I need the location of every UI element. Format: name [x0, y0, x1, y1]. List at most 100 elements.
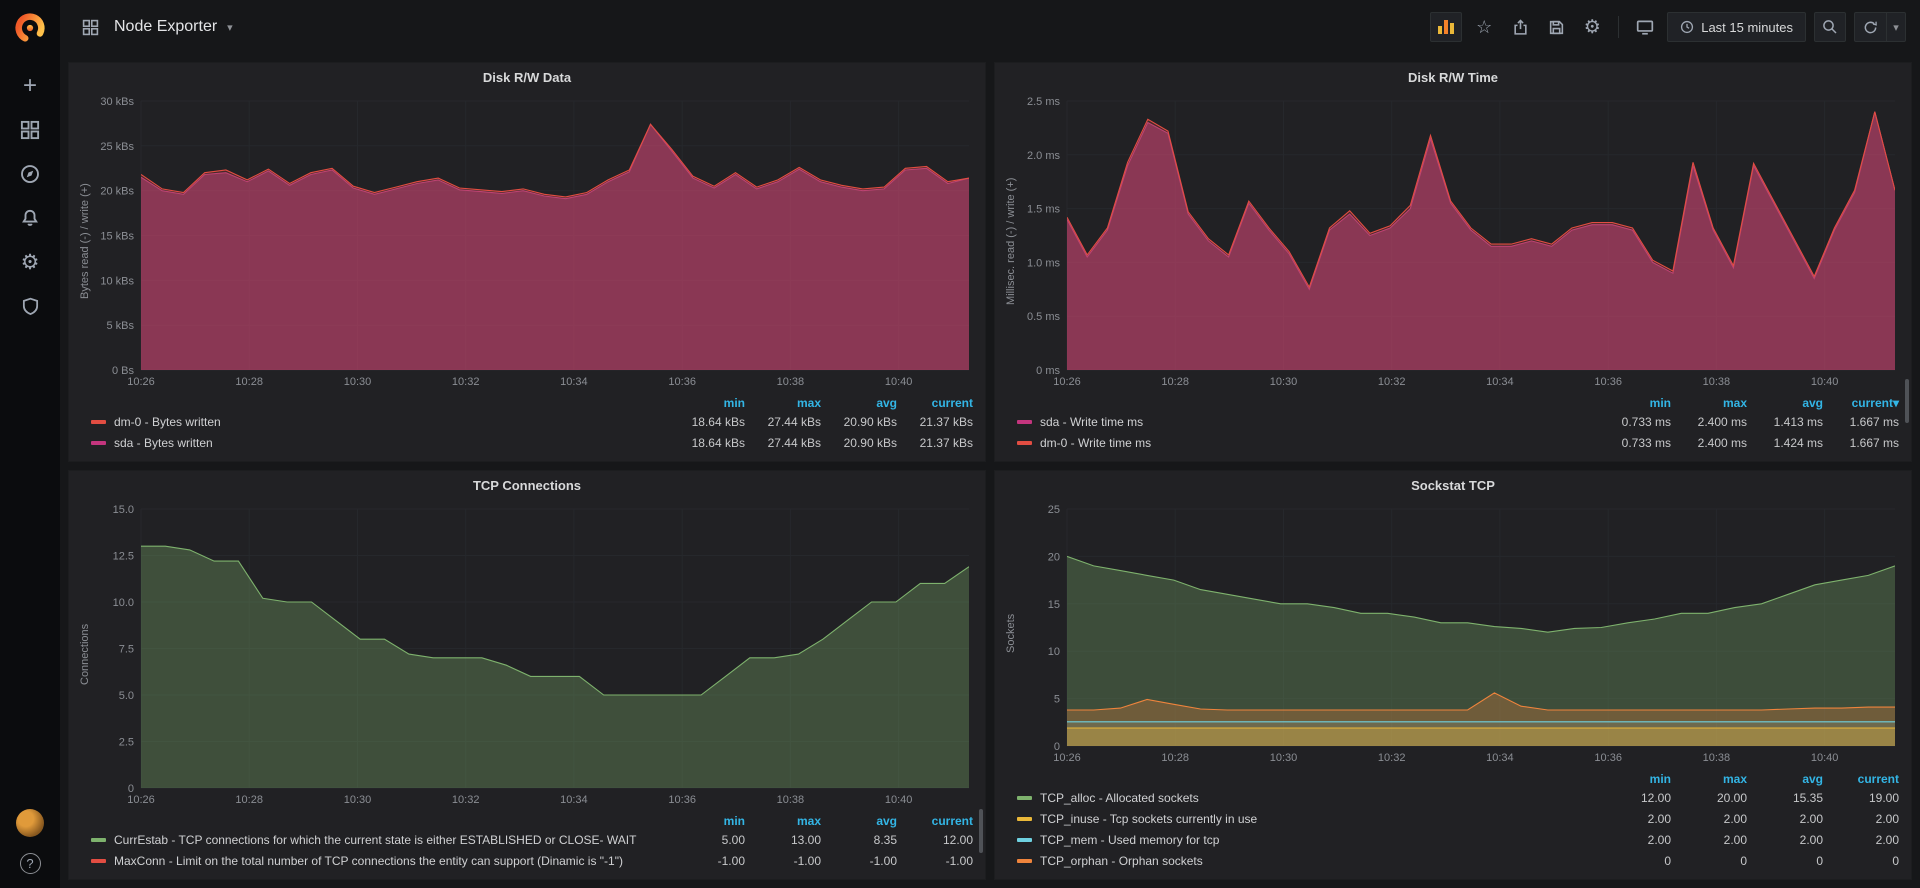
legend-stat-header[interactable]: avg [876, 813, 897, 828]
svg-text:10:34: 10:34 [1486, 752, 1514, 764]
svg-text:1.0 ms: 1.0 ms [1027, 257, 1061, 269]
legend-stat-header[interactable]: min [723, 395, 745, 410]
time-series-graph[interactable]: 0 5 10 15 20 25 10:26 10:28 10:30 10:32 10:34 10:36… [1019, 499, 1905, 768]
dashboard-title-caret-icon[interactable]: ▾ [227, 21, 233, 34]
add-panel-button[interactable] [1430, 12, 1463, 42]
bell-icon [22, 209, 38, 226]
legend-stat-value: 0 [1664, 853, 1671, 868]
legend-stat-header[interactable]: min [1649, 395, 1671, 410]
zoom-out-time-button[interactable] [1814, 12, 1846, 42]
panel-title[interactable]: Disk R/W Data [482, 69, 572, 85]
svg-text:10:36: 10:36 [1594, 752, 1622, 764]
legend-stat-header[interactable]: max [796, 395, 821, 410]
legend-series-swatch-icon[interactable] [1017, 440, 1032, 445]
svg-text:10:40: 10:40 [885, 794, 913, 806]
time-series-graph[interactable]: 0 ms 0.5 ms 1.0 ms 1.5 ms 2.0 ms 2.5 ms 10:26 1… [1019, 91, 1905, 392]
refresh-button[interactable] [1854, 12, 1886, 42]
legend-stat-header[interactable]: max [1722, 771, 1747, 786]
legend-row: MaxConn - Limit on the total number of T… [91, 850, 973, 871]
legend-series-swatch-icon[interactable] [1017, 858, 1032, 863]
refresh-interval-dropdown[interactable]: ▾ [1886, 12, 1906, 42]
svg-text:2.5: 2.5 [119, 737, 134, 749]
share-button[interactable] [1506, 13, 1534, 41]
svg-text:10:26: 10:26 [1053, 752, 1081, 764]
legend-series-swatch-icon[interactable] [91, 858, 106, 863]
legend-stat-value: 8.35 [873, 832, 897, 847]
legend-stat-value: 20.90 kBs [843, 414, 897, 429]
legend-stat-header[interactable]: max [1722, 395, 1747, 410]
svg-text:10:26: 10:26 [127, 376, 155, 388]
dashboard-title[interactable]: Node Exporter [114, 18, 218, 35]
legend-stat-header[interactable]: avg [1802, 771, 1823, 786]
legend-stat-value: 1.667 ms [1849, 414, 1899, 429]
user-avatar[interactable] [16, 809, 44, 837]
legend-stat-header[interactable]: min [1649, 771, 1671, 786]
legend-stat-value: 5.00 [721, 832, 745, 847]
legend-series-label[interactable]: TCP_mem - Used memory for tcp [1040, 832, 1220, 847]
graph-legend: min max avg current CurrEstab - TCP connecti… [77, 810, 979, 875]
legend-stat-header[interactable]: current [1857, 771, 1899, 786]
legend-stat-value: 2.00 [1799, 811, 1823, 826]
legend-row: sda - Write time ms 0.733 ms 2.400 ms 1.413… [1017, 411, 1899, 432]
favorite-button[interactable]: ☆ [1470, 13, 1498, 41]
shield-icon [22, 297, 38, 315]
legend-series-swatch-icon[interactable] [1017, 816, 1032, 821]
help-button[interactable]: ? [19, 853, 41, 874]
svg-text:1.5 ms: 1.5 ms [1027, 204, 1061, 216]
sidebar: + ⚙ [0, 0, 60, 888]
legend-stat-value: 20.00 [1716, 790, 1747, 805]
svg-text:10:38: 10:38 [1703, 376, 1731, 388]
legend-series-label[interactable]: CurrEstab - TCP connections for which th… [114, 832, 637, 847]
time-range-picker[interactable]: Last 15 minutes [1667, 12, 1806, 42]
time-series-graph[interactable]: 0 2.5 5.0 7.5 10.0 12.5 15.0 10:26 10:28 10:30 10:… [93, 499, 979, 810]
panel-title[interactable]: TCP Connections [472, 477, 582, 493]
dashboard-picker-grid-icon[interactable] [76, 13, 104, 41]
legend-series-label[interactable]: MaxConn - Limit on the total number of T… [114, 853, 623, 868]
svg-text:10:32: 10:32 [452, 376, 480, 388]
legend-series-swatch-icon[interactable] [1017, 419, 1032, 424]
server-admin-button[interactable] [18, 294, 42, 318]
legend-series-label[interactable]: sda - Write time ms [1040, 414, 1144, 429]
legend-stat-header[interactable]: current [931, 813, 973, 828]
legend-series-swatch-icon[interactable] [1017, 837, 1032, 842]
legend-stat-header[interactable]: max [796, 813, 821, 828]
panel-scrollbar-thumb[interactable] [1905, 379, 1909, 423]
dashboards-button[interactable] [18, 118, 42, 142]
legend-series-swatch-icon[interactable] [91, 419, 106, 424]
legend-series-label[interactable]: dm-0 - Bytes written [114, 414, 221, 429]
configuration-button[interactable]: ⚙ [18, 250, 42, 274]
dashboard-settings-button[interactable]: ⚙ [1578, 13, 1606, 41]
cycle-view-mode-button[interactable] [1631, 13, 1659, 41]
create-button[interactable]: + [18, 74, 42, 98]
time-range-label: Last 15 minutes [1701, 19, 1793, 35]
save-button[interactable] [1542, 13, 1570, 41]
grafana-logo[interactable] [10, 8, 50, 48]
svg-text:10:38: 10:38 [1703, 752, 1731, 764]
legend-series-label[interactable]: sda - Bytes written [114, 435, 213, 450]
floppy-save-icon [1549, 20, 1563, 34]
legend-series-swatch-icon[interactable] [1017, 795, 1032, 800]
legend-series-label[interactable]: dm-0 - Write time ms [1040, 435, 1152, 450]
panel-scrollbar-thumb[interactable] [979, 809, 983, 853]
legend-header: min max avg current [91, 812, 973, 829]
legend-stat-header[interactable]: min [723, 813, 745, 828]
legend-stat-header[interactable]: avg [1802, 395, 1823, 410]
legend-series-label[interactable]: TCP_orphan - Orphan sockets [1040, 853, 1203, 868]
alerting-button[interactable] [18, 206, 42, 230]
legend-stat-header[interactable]: avg [876, 395, 897, 410]
legend-stat-header[interactable]: current▾ [1851, 395, 1899, 410]
legend-stat-header[interactable]: current [931, 395, 973, 410]
legend-series-label[interactable]: TCP_inuse - Tcp sockets currently in use [1040, 811, 1258, 826]
legend-header: min max avg current▾ [1017, 394, 1899, 411]
legend-stat-value: 18.64 kBs [691, 414, 745, 429]
panel-title[interactable]: Sockstat TCP [1411, 477, 1495, 493]
explore-button[interactable] [18, 162, 42, 186]
legend-series-swatch-icon[interactable] [91, 440, 106, 445]
panel-title[interactable]: Disk R/W Time [1407, 69, 1499, 85]
svg-text:10:36: 10:36 [1594, 376, 1622, 388]
legend-series-swatch-icon[interactable] [91, 837, 106, 842]
clock-icon [1681, 20, 1694, 34]
time-series-graph[interactable]: 0 Bs 5 kBs 10 kBs 15 kBs 20 kBs 25 kBs 30 kBs 1… [93, 91, 979, 392]
svg-text:5 kBs: 5 kBs [106, 320, 134, 332]
legend-series-label[interactable]: TCP_alloc - Allocated sockets [1040, 790, 1199, 805]
